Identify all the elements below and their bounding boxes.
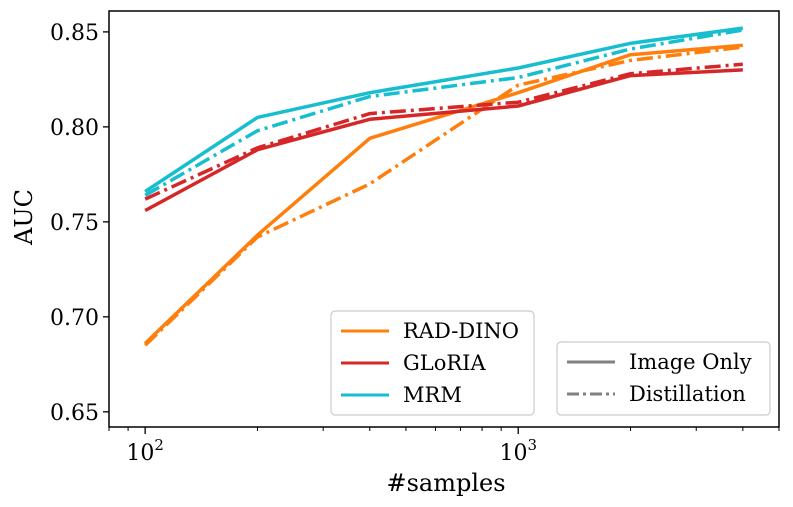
x-axis-label: #samples: [386, 469, 505, 497]
legend-2: Image Only Distillation: [556, 341, 771, 416]
x-tick-label: 102: [126, 436, 164, 466]
series-line-rad-dino-image-only: [143, 43, 743, 345]
legend-1: RAD-DINO GLoRIA MRM: [330, 310, 535, 416]
series-line-rad-dino-distillation: [143, 45, 744, 347]
legend-label: Image Only: [629, 350, 752, 374]
y-tick-label: 0.65: [50, 401, 99, 426]
x-tick-label: 103: [499, 436, 537, 466]
series-line-mrm-image-only: [144, 26, 744, 193]
y-axis-label: AUC: [10, 189, 38, 246]
legend-box: [556, 341, 771, 416]
legend-label: MRM: [403, 383, 462, 407]
y-tick-label: 0.85: [50, 21, 99, 46]
legend-label: RAD-DINO: [403, 319, 519, 343]
y-tick-label: 0.75: [50, 211, 99, 236]
legend-label: GLoRIA: [403, 351, 486, 375]
y-tick-label: 0.70: [50, 306, 99, 331]
legend-box: [330, 310, 535, 416]
plot-frame: [108, 10, 780, 428]
series-line-gloria-image-only: [144, 68, 743, 213]
legend-label: Distillation: [629, 382, 746, 406]
series-line-mrm-distillation: [144, 28, 744, 197]
y-tick-label: 0.80: [50, 116, 99, 141]
legends: RAD-DINO GLoRIA MRM Image Only Distillation: [330, 310, 771, 416]
plot-area: [143, 26, 744, 347]
axes: 0.65 0.70 0.75 0.80 0.85 102 103: [50, 10, 780, 466]
series-line-gloria-distillation: [144, 62, 743, 201]
